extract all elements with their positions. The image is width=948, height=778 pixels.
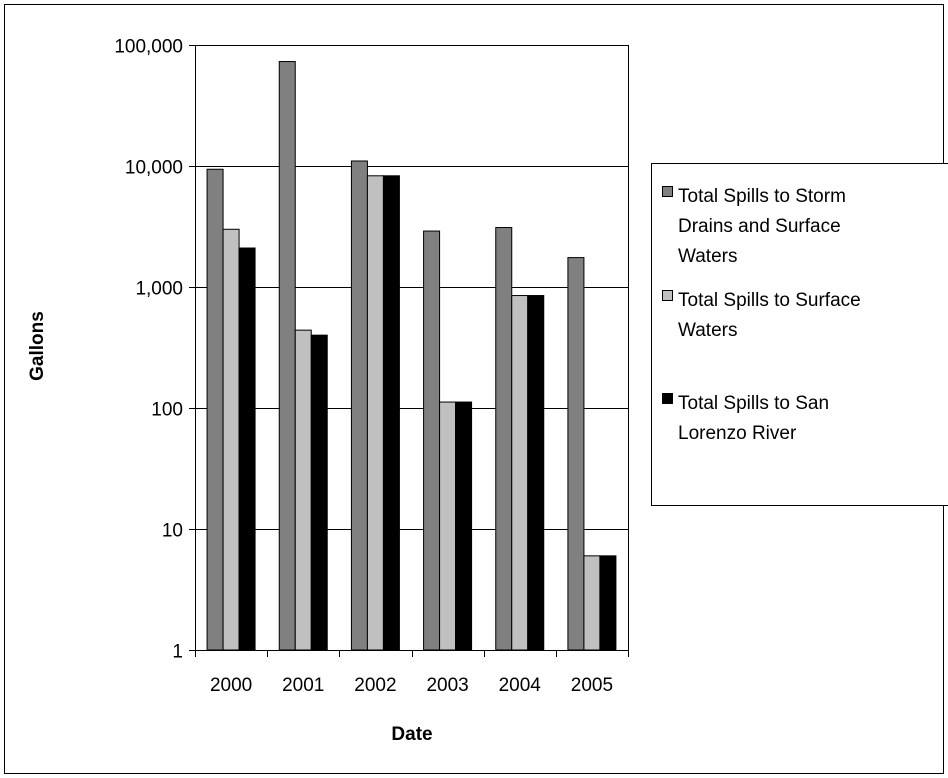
- legend-box: [651, 163, 948, 506]
- legend-label: Drains and Surface: [678, 216, 841, 237]
- legend-label: Lorenzo River: [678, 423, 797, 444]
- bar: [222, 228, 240, 651]
- y-tick-labels: 1 10 100 1,000 10,000 100,000: [114, 37, 183, 663]
- bar: [439, 401, 457, 651]
- bar: [567, 257, 585, 651]
- bar: [599, 555, 617, 651]
- bar: [527, 295, 545, 651]
- legend-swatch: [662, 393, 673, 404]
- bar: [310, 334, 328, 651]
- bar: [583, 555, 601, 651]
- y-tick-label: 10: [162, 521, 183, 542]
- bar: [238, 247, 256, 651]
- x-tick-label: 2000: [210, 675, 252, 696]
- y-axis-title: Gallons: [27, 311, 48, 381]
- bar: [423, 230, 441, 651]
- x-tick-label: 2001: [282, 675, 324, 696]
- bar: [382, 175, 400, 651]
- x-tick-label: 2002: [354, 675, 396, 696]
- y-tick-label: 1: [172, 642, 183, 663]
- bar: [206, 168, 224, 651]
- bar: [278, 61, 296, 651]
- x-tick-label: 2003: [426, 675, 468, 696]
- bars: [206, 61, 617, 651]
- legend-label: Waters: [678, 320, 737, 341]
- x-tick-label: 2005: [571, 675, 613, 696]
- x-tick-labels: 2000 2001 2002 2003 2004 2005: [210, 675, 613, 696]
- bar: [366, 175, 384, 651]
- legend-label: Total Spills to Surface: [678, 290, 861, 311]
- x-tick-label: 2004: [499, 675, 542, 696]
- y-tick-label: 1,000: [135, 279, 183, 300]
- bar: [294, 329, 312, 651]
- bar: [511, 295, 529, 651]
- legend-swatch: [662, 186, 673, 197]
- axes: [189, 45, 629, 657]
- legend-label: Total Spills to Storm: [678, 186, 846, 207]
- bar: [495, 227, 513, 651]
- x-axis-title: Date: [391, 724, 432, 745]
- y-tick-label: 100,000: [114, 37, 183, 58]
- bar: [455, 401, 473, 651]
- legend-label: Total Spills to San: [678, 393, 829, 414]
- y-tick-label: 10,000: [125, 158, 183, 179]
- legend-label: Waters: [678, 246, 737, 267]
- legend: Total Spills to Storm Drains and Surface W…: [651, 163, 948, 506]
- gridlines: [195, 45, 628, 530]
- y-tick-label: 100: [151, 400, 183, 421]
- bar: [350, 160, 368, 651]
- legend-swatch: [662, 290, 673, 301]
